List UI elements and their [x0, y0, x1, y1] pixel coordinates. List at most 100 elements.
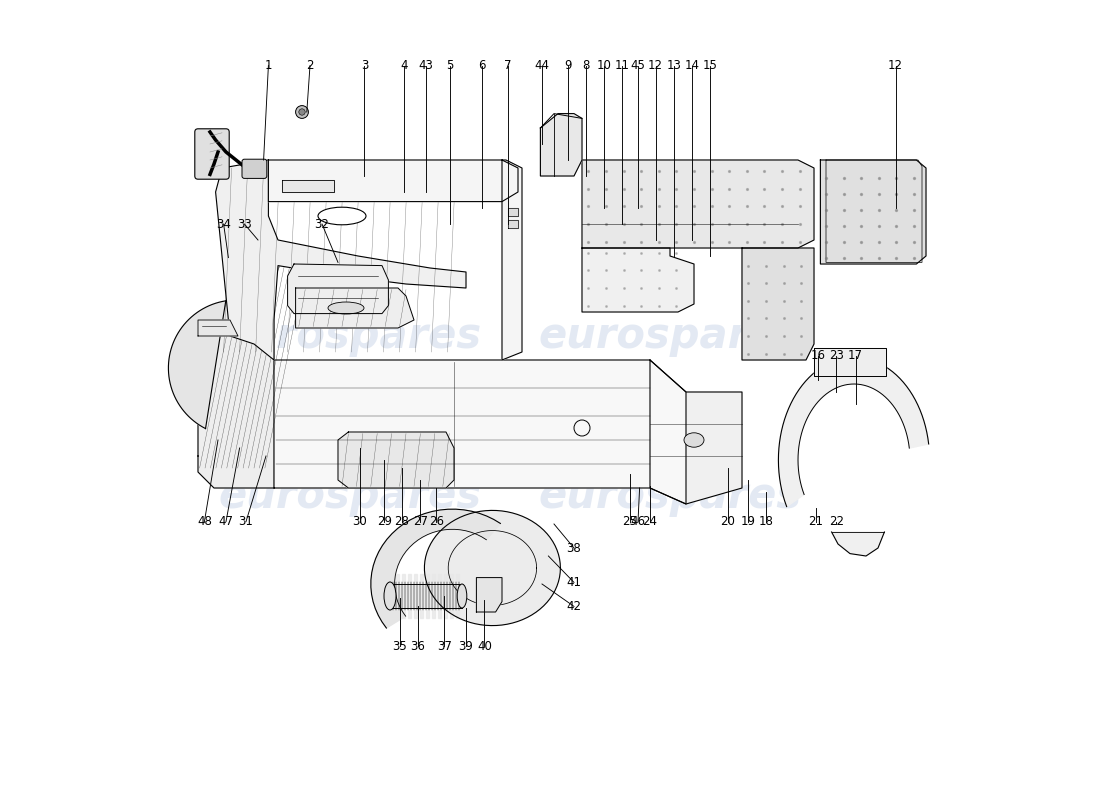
Polygon shape [296, 288, 414, 328]
Polygon shape [408, 574, 411, 618]
Text: 24: 24 [642, 515, 658, 528]
Polygon shape [650, 360, 743, 504]
Polygon shape [814, 348, 886, 376]
Text: 19: 19 [741, 515, 756, 528]
Polygon shape [398, 448, 446, 472]
Text: 44: 44 [535, 59, 550, 72]
Polygon shape [582, 248, 694, 312]
Text: 33: 33 [236, 218, 252, 230]
Polygon shape [216, 160, 466, 360]
Polygon shape [540, 114, 582, 176]
Text: 7: 7 [504, 59, 512, 72]
Polygon shape [502, 160, 522, 360]
Text: 17: 17 [848, 350, 864, 362]
Text: 32: 32 [315, 218, 329, 230]
Text: 41: 41 [566, 576, 582, 589]
Text: 42: 42 [566, 600, 582, 613]
Polygon shape [508, 208, 518, 216]
Ellipse shape [684, 433, 704, 447]
Text: 43: 43 [419, 59, 433, 72]
Polygon shape [168, 301, 225, 429]
Text: 34: 34 [217, 218, 231, 230]
Text: eurospares: eurospares [219, 475, 482, 517]
Polygon shape [198, 248, 286, 488]
Text: 27: 27 [412, 515, 428, 528]
Polygon shape [393, 584, 396, 608]
Text: 4: 4 [400, 59, 408, 72]
Text: 46: 46 [630, 515, 646, 528]
Polygon shape [411, 584, 414, 608]
Polygon shape [338, 432, 454, 488]
Polygon shape [832, 532, 884, 556]
Polygon shape [396, 574, 399, 618]
Polygon shape [441, 584, 444, 608]
Circle shape [296, 106, 308, 118]
Circle shape [299, 109, 305, 115]
Text: 36: 36 [410, 640, 426, 653]
Text: 30: 30 [352, 515, 367, 528]
Polygon shape [282, 180, 334, 192]
Polygon shape [268, 160, 518, 202]
Ellipse shape [384, 582, 396, 610]
Polygon shape [390, 574, 393, 618]
Polygon shape [198, 320, 238, 336]
Text: 25: 25 [623, 515, 637, 528]
Polygon shape [371, 509, 500, 628]
Text: 15: 15 [703, 59, 717, 72]
Ellipse shape [328, 302, 364, 314]
Polygon shape [447, 584, 450, 608]
Polygon shape [779, 358, 928, 506]
Polygon shape [417, 584, 420, 608]
Polygon shape [426, 574, 429, 618]
Polygon shape [459, 584, 462, 608]
Polygon shape [432, 574, 434, 618]
Text: eurospares: eurospares [538, 475, 802, 517]
Polygon shape [274, 360, 686, 504]
FancyBboxPatch shape [242, 159, 267, 178]
Polygon shape [508, 220, 518, 228]
Polygon shape [456, 574, 459, 618]
Text: 12: 12 [648, 59, 663, 72]
Polygon shape [399, 584, 402, 608]
Text: 5: 5 [447, 59, 453, 72]
Text: 31: 31 [239, 515, 253, 528]
Text: 29: 29 [377, 515, 392, 528]
Text: 12: 12 [888, 59, 903, 72]
Text: 23: 23 [829, 350, 844, 362]
Text: 2: 2 [306, 59, 313, 72]
Text: 11: 11 [615, 59, 629, 72]
Ellipse shape [318, 207, 366, 225]
Text: 8: 8 [582, 59, 590, 72]
Polygon shape [742, 248, 814, 360]
Text: 40: 40 [477, 640, 492, 653]
Polygon shape [425, 510, 560, 626]
Text: eurospares: eurospares [538, 315, 802, 357]
Text: 48: 48 [197, 515, 212, 528]
Polygon shape [438, 574, 441, 618]
Polygon shape [402, 574, 405, 618]
Text: 6: 6 [478, 59, 486, 72]
Text: 21: 21 [808, 515, 823, 528]
Ellipse shape [458, 584, 466, 608]
Polygon shape [450, 574, 453, 618]
Text: 20: 20 [720, 515, 735, 528]
Text: 37: 37 [437, 640, 452, 653]
Text: eurospares: eurospares [219, 315, 482, 357]
Text: 14: 14 [685, 59, 700, 72]
Text: 3: 3 [361, 59, 368, 72]
Text: 10: 10 [597, 59, 612, 72]
Polygon shape [434, 584, 438, 608]
Text: 47: 47 [219, 515, 233, 528]
Text: 13: 13 [667, 59, 681, 72]
Text: 39: 39 [459, 640, 473, 653]
FancyBboxPatch shape [195, 129, 229, 179]
Polygon shape [424, 584, 426, 608]
Polygon shape [414, 574, 417, 618]
Polygon shape [821, 160, 926, 264]
Polygon shape [287, 264, 388, 314]
Polygon shape [405, 584, 408, 608]
Text: 18: 18 [759, 515, 773, 528]
Polygon shape [444, 574, 447, 618]
Text: 28: 28 [395, 515, 409, 528]
Text: 38: 38 [566, 542, 582, 554]
